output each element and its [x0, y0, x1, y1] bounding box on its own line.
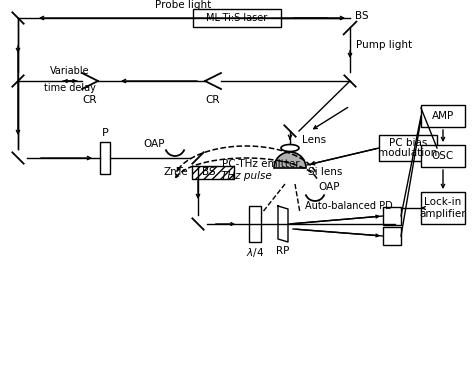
Text: AMP: AMP: [432, 111, 454, 121]
Text: RP: RP: [276, 246, 290, 256]
Bar: [100, 142, 110, 174]
Text: CR: CR: [83, 95, 97, 105]
Text: OAP: OAP: [318, 182, 339, 192]
Text: $\lambda$/4: $\lambda$/4: [246, 246, 264, 259]
Text: CR: CR: [206, 95, 220, 105]
Bar: [421, 192, 465, 224]
Text: Lock-in: Lock-in: [424, 197, 462, 207]
Text: Variable: Variable: [50, 66, 90, 76]
Bar: [421, 145, 465, 167]
Bar: [379, 135, 437, 161]
Text: Si lens: Si lens: [308, 167, 342, 177]
Text: Lens: Lens: [302, 135, 326, 145]
Ellipse shape: [281, 144, 299, 152]
Text: time delay: time delay: [44, 83, 96, 93]
Text: OSC: OSC: [432, 151, 454, 161]
Bar: [193, 9, 281, 27]
Text: PC bias: PC bias: [389, 138, 427, 148]
Text: PC-THz emitter: PC-THz emitter: [222, 159, 300, 169]
Text: ZnTe: ZnTe: [164, 167, 189, 177]
Text: P: P: [101, 128, 109, 138]
Text: BS: BS: [355, 11, 369, 21]
Text: BS: BS: [202, 167, 216, 177]
Bar: [192, 165, 234, 179]
Wedge shape: [274, 152, 306, 168]
Bar: [383, 207, 401, 225]
Text: Auto-balanced PD: Auto-balanced PD: [305, 201, 393, 211]
Text: OAP: OAP: [143, 139, 164, 149]
Text: THz pulse: THz pulse: [220, 171, 272, 181]
Text: amplifier: amplifier: [419, 209, 466, 219]
Bar: [249, 206, 261, 242]
Text: Probe light: Probe light: [155, 0, 211, 10]
Text: Pump light: Pump light: [356, 40, 412, 50]
Text: ML-Ti:S laser: ML-Ti:S laser: [206, 13, 268, 23]
Bar: [421, 105, 465, 127]
Text: modulation: modulation: [378, 148, 438, 158]
Bar: [383, 227, 401, 245]
